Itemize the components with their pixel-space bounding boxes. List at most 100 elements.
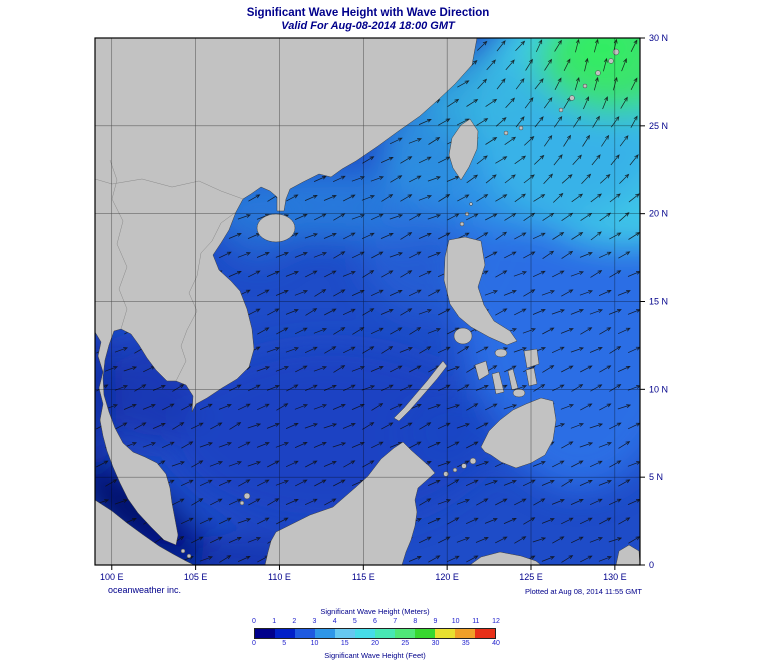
- wave-arrow: [580, 403, 593, 411]
- land-luzon: [443, 236, 518, 346]
- wave-arrow: [228, 271, 242, 277]
- wave-arrow: [485, 251, 498, 259]
- wave-arrow: [257, 327, 270, 335]
- wave-arrow: [495, 117, 507, 127]
- wave-arrow: [256, 442, 270, 448]
- wave-arrow: [496, 40, 506, 52]
- wave-arrow: [535, 39, 543, 53]
- colorbar-meter-tick: 6: [373, 618, 377, 625]
- wave-arrow: [466, 213, 479, 221]
- wave-arrow: [589, 498, 603, 506]
- wave-arrow: [590, 193, 602, 203]
- wave-arrow: [370, 213, 384, 221]
- land-borneo: [264, 441, 436, 565]
- wave-arrow: [228, 498, 242, 506]
- wave-arrow: [419, 346, 432, 354]
- wave-arrow: [428, 555, 441, 563]
- colorbar-gradient: [254, 628, 496, 639]
- wave-arrow: [285, 460, 299, 468]
- wave-arrow: [343, 460, 356, 468]
- wave-arrow: [503, 518, 517, 524]
- wave-arrow: [96, 460, 109, 468]
- wave-arrow: [485, 98, 498, 107]
- wave-arrow: [428, 137, 441, 145]
- wave-arrow: [514, 155, 527, 165]
- wave-arrow: [134, 384, 147, 392]
- wave-arrow: [543, 134, 553, 147]
- wave-arrow: [543, 97, 553, 109]
- colorbar-feet-tick: 15: [340, 640, 349, 647]
- wave-arrow: [305, 460, 318, 468]
- wave-arrow: [496, 78, 506, 90]
- wave-arrow: [457, 194, 470, 202]
- wave-arrow: [370, 327, 384, 335]
- colorbar-segment: [415, 629, 435, 638]
- wave-arrow: [552, 384, 565, 392]
- wave-arrow: [199, 442, 213, 448]
- wave-arrow: [523, 251, 536, 259]
- wave-arrow: [475, 537, 489, 543]
- wave-arrow: [114, 499, 128, 505]
- wave-arrow: [476, 194, 489, 202]
- wave-arrow: [276, 327, 289, 335]
- wave-arrow: [571, 232, 584, 240]
- wave-arrow: [209, 461, 223, 467]
- wave-arrow: [381, 270, 394, 278]
- wave-arrow: [381, 422, 394, 430]
- colorbar-meter-tick: 8: [413, 618, 418, 625]
- wave-arrow: [495, 231, 508, 241]
- wave-arrow: [447, 441, 460, 449]
- wave-arrow: [457, 384, 470, 392]
- wave-arrow: [466, 555, 479, 563]
- wave-arrow: [228, 233, 242, 239]
- colorbar-meter-tick: 4: [332, 618, 337, 625]
- wave-arrow: [542, 250, 555, 260]
- wave-arrow: [362, 156, 375, 164]
- wave-arrow: [380, 157, 394, 163]
- wave-arrow: [447, 98, 460, 107]
- colorbar-feet-tick: 5: [282, 640, 287, 647]
- wave-arrow: [571, 193, 584, 203]
- land-mindoro: [453, 327, 473, 345]
- wave-arrow: [323, 423, 338, 429]
- wave-arrow: [570, 271, 584, 277]
- wave-arrow: [504, 174, 516, 184]
- wave-arrow: [503, 290, 517, 296]
- wave-arrow: [199, 517, 213, 525]
- wave-arrow: [276, 403, 289, 411]
- wave-arrow: [515, 78, 525, 90]
- colorbar-feet-tick: 40: [492, 640, 500, 647]
- wave-arrow: [180, 517, 194, 525]
- wave-arrow: [247, 537, 261, 543]
- wave-arrow: [390, 327, 403, 335]
- wave-arrow: [218, 251, 232, 259]
- wave-arrow: [427, 328, 441, 334]
- wave-arrow: [275, 442, 289, 448]
- colorbar-segment: [355, 629, 375, 638]
- wave-arrow: [629, 154, 639, 166]
- wave-arrow: [332, 404, 346, 410]
- wave-arrow: [228, 537, 242, 543]
- colorbar-meter-tick: 5: [352, 618, 357, 625]
- land-mindanao: [480, 397, 557, 469]
- wave-arrow: [123, 366, 138, 372]
- land-taiwan: [448, 118, 479, 181]
- wave-arrow: [408, 138, 422, 144]
- wave-arrow: [275, 290, 289, 296]
- wave-arrow: [389, 252, 403, 258]
- wave-arrow: [408, 289, 422, 297]
- wave-arrow: [579, 252, 593, 258]
- land-halmahera: [615, 544, 640, 565]
- wave-arrow: [476, 346, 489, 354]
- wave-arrow: [561, 174, 573, 184]
- wave-arrow: [314, 479, 327, 487]
- wave-arrow: [579, 480, 593, 486]
- wave-arrow: [390, 365, 403, 373]
- wave-arrow: [627, 499, 640, 505]
- wave-arrow: [437, 461, 451, 467]
- wave-arrow: [601, 134, 610, 147]
- wave-arrow: [427, 404, 441, 410]
- valid-time-subtitle: Valid For Aug-08-2014 18:00 GMT: [281, 20, 455, 32]
- wave-arrow: [256, 366, 271, 372]
- wave-arrow: [476, 498, 489, 506]
